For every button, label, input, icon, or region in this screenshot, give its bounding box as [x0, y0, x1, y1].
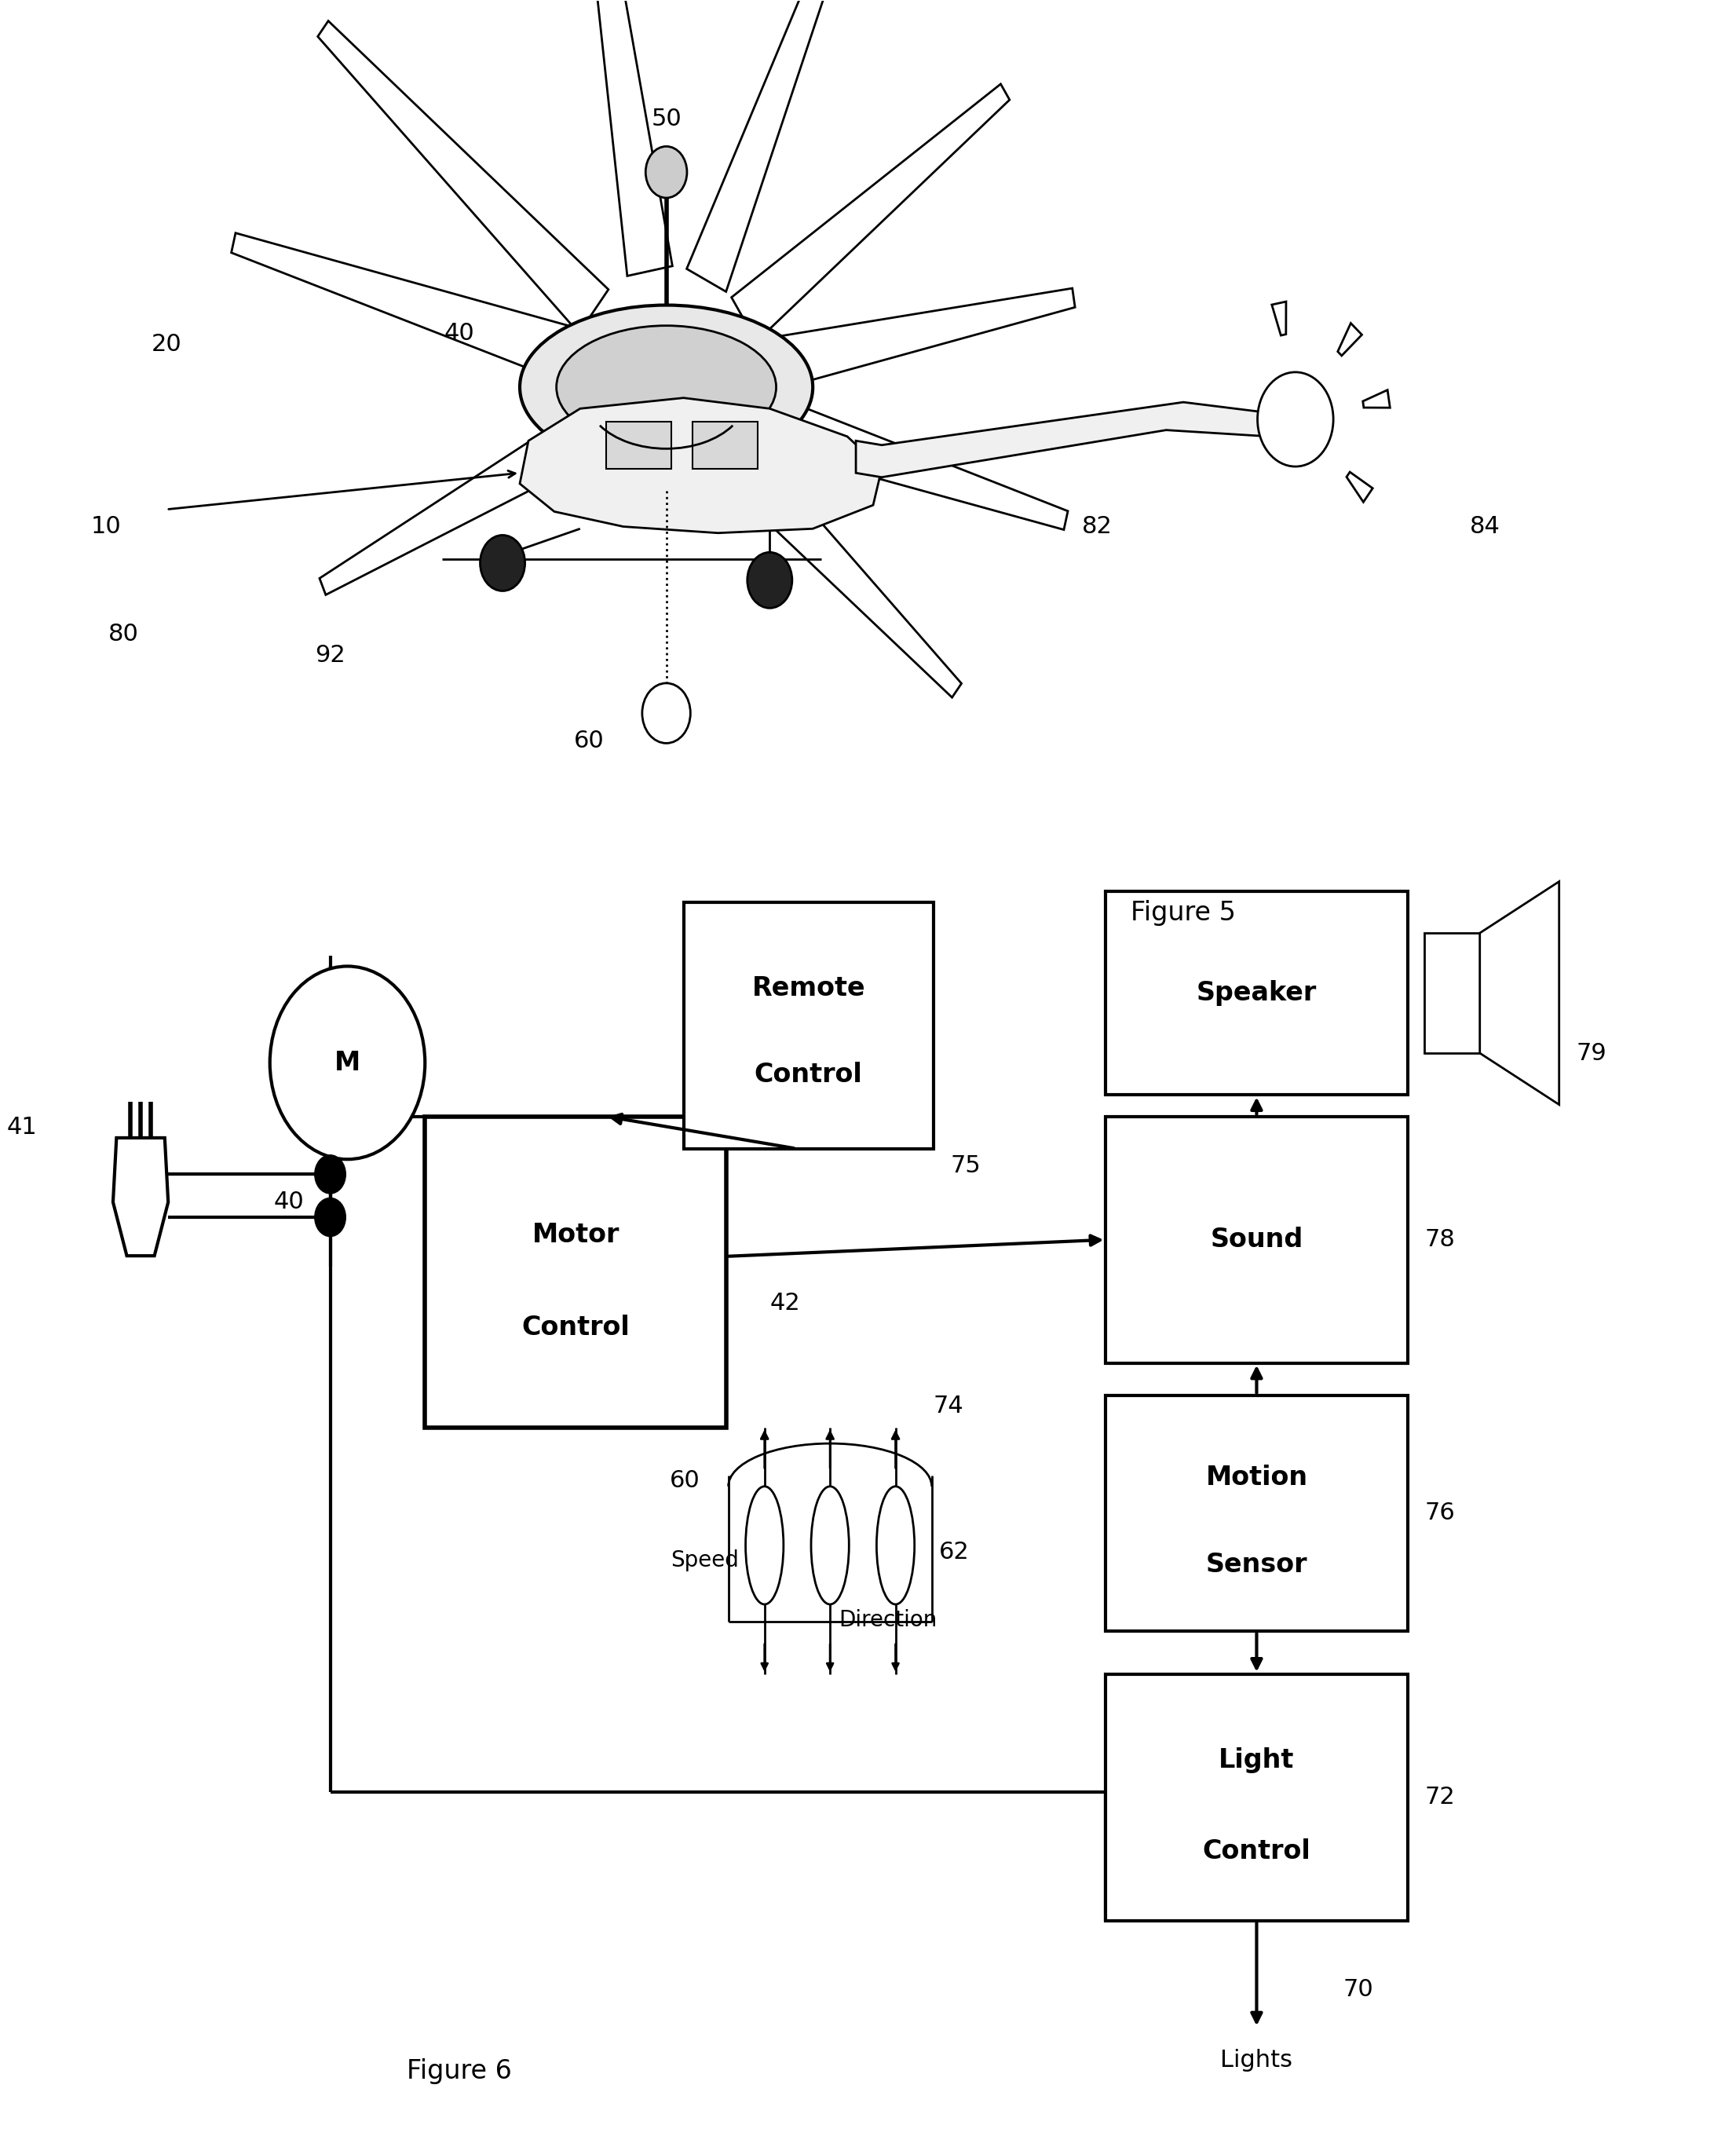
Polygon shape — [1479, 882, 1559, 1104]
Text: 75: 75 — [951, 1155, 981, 1177]
Text: Figure 6: Figure 6 — [406, 2057, 512, 2085]
Bar — [1106, 1116, 1408, 1363]
Polygon shape — [519, 397, 882, 532]
Polygon shape — [687, 0, 849, 292]
Circle shape — [314, 1155, 345, 1194]
Ellipse shape — [811, 1486, 849, 1604]
Text: 79: 79 — [1576, 1041, 1608, 1065]
Bar — [1425, 934, 1479, 1054]
Text: Lights: Lights — [1220, 2048, 1293, 2072]
Text: 41: 41 — [7, 1116, 36, 1138]
Circle shape — [269, 966, 425, 1159]
Polygon shape — [580, 0, 672, 277]
Text: 10: 10 — [90, 515, 122, 539]
Text: Speaker: Speaker — [1196, 981, 1318, 1007]
Text: 40: 40 — [444, 322, 474, 346]
Ellipse shape — [877, 1486, 915, 1604]
Text: Motion: Motion — [1205, 1464, 1307, 1490]
Text: 92: 92 — [314, 644, 345, 668]
Text: Motor: Motor — [531, 1222, 620, 1247]
Bar — [1106, 1396, 1408, 1632]
Text: 72: 72 — [1425, 1786, 1455, 1808]
Text: Speed: Speed — [670, 1550, 740, 1572]
Text: 60: 60 — [670, 1471, 700, 1492]
Bar — [684, 902, 934, 1149]
Bar — [1106, 1675, 1408, 1922]
Text: Remote: Remote — [752, 975, 865, 1001]
Text: 82: 82 — [1082, 515, 1113, 539]
Polygon shape — [1272, 301, 1286, 335]
Bar — [1106, 891, 1408, 1095]
Text: Control: Control — [755, 1061, 863, 1089]
Polygon shape — [319, 414, 589, 595]
Text: Sensor: Sensor — [1207, 1552, 1307, 1578]
Text: 80: 80 — [108, 623, 139, 646]
Polygon shape — [1347, 472, 1373, 502]
Text: 50: 50 — [651, 107, 682, 131]
Polygon shape — [1338, 324, 1361, 356]
Text: 60: 60 — [573, 730, 604, 751]
Text: 74: 74 — [934, 1396, 963, 1417]
Ellipse shape — [519, 305, 812, 470]
Text: 20: 20 — [151, 333, 182, 356]
Polygon shape — [1363, 391, 1391, 408]
Text: Control: Control — [1203, 1838, 1311, 1864]
Circle shape — [481, 535, 524, 590]
Circle shape — [314, 1198, 345, 1237]
Text: 40: 40 — [274, 1192, 304, 1213]
Polygon shape — [856, 401, 1269, 477]
Text: Control: Control — [523, 1314, 630, 1342]
Polygon shape — [726, 444, 962, 698]
Text: 84: 84 — [1470, 515, 1500, 539]
Polygon shape — [231, 234, 580, 384]
Circle shape — [642, 683, 691, 743]
Text: 76: 76 — [1425, 1501, 1455, 1524]
Circle shape — [746, 552, 792, 608]
Polygon shape — [318, 21, 608, 333]
Ellipse shape — [557, 326, 776, 449]
Bar — [606, 421, 672, 468]
Text: Direction: Direction — [838, 1610, 937, 1632]
Circle shape — [1257, 371, 1333, 466]
Ellipse shape — [745, 1486, 783, 1604]
Bar — [693, 421, 757, 468]
Text: Light: Light — [1219, 1748, 1295, 1773]
Text: M: M — [335, 1050, 361, 1076]
Text: 62: 62 — [939, 1539, 969, 1563]
Circle shape — [646, 146, 687, 198]
Polygon shape — [755, 288, 1075, 393]
Polygon shape — [752, 391, 1068, 530]
Polygon shape — [113, 1138, 168, 1256]
Text: Figure 5: Figure 5 — [1130, 900, 1236, 925]
Text: 42: 42 — [769, 1292, 800, 1314]
Text: Sound: Sound — [1210, 1226, 1304, 1252]
Text: 78: 78 — [1425, 1228, 1455, 1252]
Text: 70: 70 — [1344, 1977, 1373, 2001]
Bar — [425, 1116, 727, 1428]
Polygon shape — [731, 84, 1010, 341]
